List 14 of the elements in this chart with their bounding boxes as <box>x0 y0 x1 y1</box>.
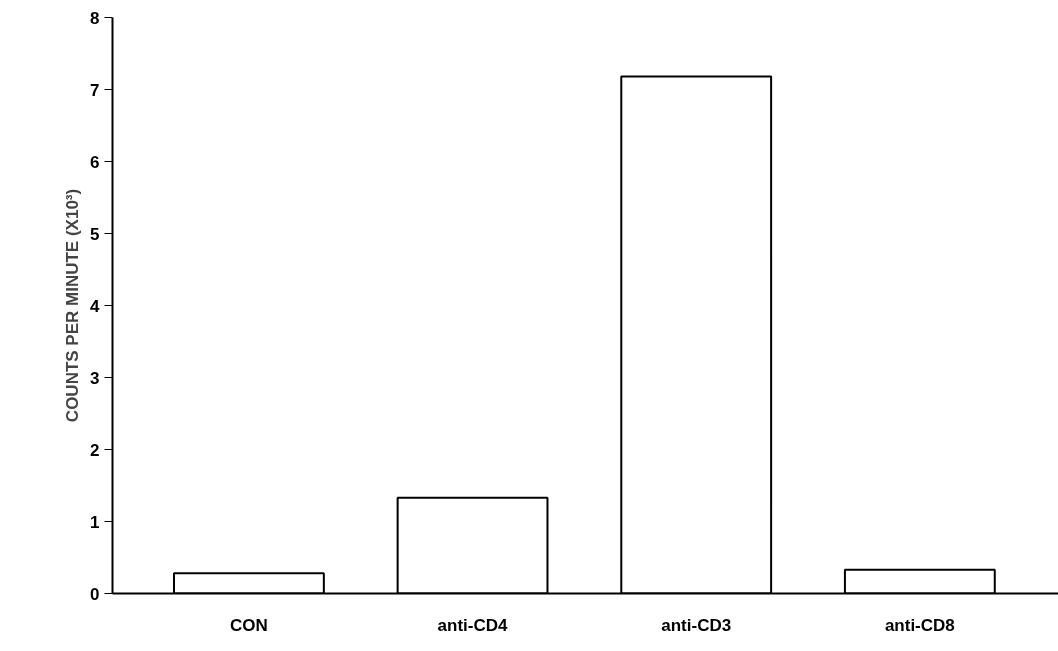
y-tick-label: 3 <box>90 368 100 388</box>
x-tick-label: anti-CD4 <box>437 615 509 635</box>
x-tick-label: CON <box>230 615 268 635</box>
x-tick-label: anti-CD3 <box>661 615 732 635</box>
y-tick-label: 8 <box>90 8 100 28</box>
y-tick-label: 1 <box>90 512 100 532</box>
y-tick-label: 4 <box>90 296 101 316</box>
y-axis-title: COUNTS PER MINUTE (X10³) <box>63 188 83 423</box>
y-tick-label: 7 <box>90 80 100 100</box>
y-tick-label: 0 <box>90 584 100 604</box>
y-tick-label: 6 <box>90 152 100 172</box>
x-tick-label: anti-CD8 <box>884 615 955 635</box>
y-tick-label: 2 <box>90 440 100 460</box>
y-tick-label: 5 <box>90 224 100 244</box>
